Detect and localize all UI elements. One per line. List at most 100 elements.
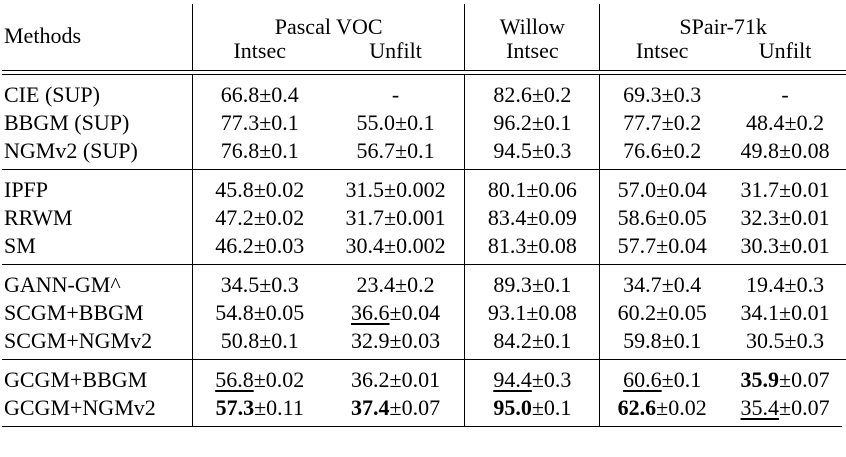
result-error: ±0.3 xyxy=(784,272,825,297)
header-row-groups: Methods Pascal VOC Willow SPair-71k xyxy=(2,4,846,46)
result-error: ±0.07 xyxy=(779,395,830,420)
table-row: CIE (SUP) 66.8±0.4-82.6±0.2 69.3±0.3- xyxy=(2,75,846,109)
result-error: ±0.2 xyxy=(784,110,825,135)
result-value: 34.5 xyxy=(220,272,260,297)
group-header-pascal-voc: Pascal VOC xyxy=(191,4,465,40)
result-cell: 96.2±0.1 xyxy=(464,109,600,137)
group-header-willow: Willow xyxy=(464,4,600,40)
result-cell: 32.3±0.01 xyxy=(724,204,846,232)
result-value: 32.9 xyxy=(351,328,390,353)
result-value: 31.7 xyxy=(345,205,385,230)
result-error: ±0.06 xyxy=(526,177,577,202)
subcol-header: Unfilt xyxy=(369,38,422,63)
result-error: ±0.2 xyxy=(395,272,435,297)
result-cell: 54.8±0.05 xyxy=(191,299,327,327)
table-row: GANN-GM^ 34.5±0.3 23.4±0.2 89.3±0.1 34.7±0.4… xyxy=(2,265,846,299)
result-cell: 84.2±0.1 xyxy=(464,327,600,360)
result-value: 32.3 xyxy=(740,205,780,230)
result-value: 76.6 xyxy=(623,138,662,163)
result-error: ±0.02 xyxy=(253,367,305,392)
result-value: 48.4 xyxy=(746,110,785,135)
result-value: 35.4 xyxy=(740,395,780,420)
result-error: ±0.02 xyxy=(253,177,305,202)
result-error: ±0.01 xyxy=(389,367,441,392)
result-value: 57.3 xyxy=(215,395,255,420)
result-cell: 80.1±0.06 xyxy=(464,170,600,204)
result-error: ±0.08 xyxy=(526,233,577,258)
result-error: ±0.03 xyxy=(389,328,441,353)
result-cell: 66.8±0.4 xyxy=(191,75,327,109)
result-cell: 19.4±0.3 xyxy=(724,265,846,299)
result-value: 83.4 xyxy=(487,205,527,230)
result-error: ±0.1 xyxy=(531,110,572,135)
result-value: 60.2 xyxy=(617,300,657,325)
result-value: - xyxy=(781,82,789,107)
method-name: CIE (SUP) xyxy=(4,82,100,107)
result-value: 93.1 xyxy=(487,300,527,325)
result-value: 50.8 xyxy=(220,328,260,353)
result-error: ±0.1 xyxy=(259,328,299,353)
result-error: ±0.1 xyxy=(531,328,572,353)
result-value: 30.3 xyxy=(740,233,780,258)
result-value: 94.4 xyxy=(493,367,532,392)
result-value: 36.2 xyxy=(351,367,390,392)
result-cell: 47.2±0.02 xyxy=(191,204,327,232)
result-cell: 82.6±0.2 xyxy=(464,75,600,109)
result-value: 54.8 xyxy=(215,300,254,325)
result-value: 82.6 xyxy=(493,82,532,107)
result-value: 94.5 xyxy=(493,138,532,163)
result-cell: 56.7±0.1 xyxy=(327,137,465,170)
method-name: GCGM+BBGM xyxy=(4,367,148,392)
result-error: ±0.04 xyxy=(656,177,707,202)
result-error: ±0.05 xyxy=(253,300,305,325)
result-value: 66.8 xyxy=(220,82,260,107)
section-rule xyxy=(2,264,846,265)
result-value: 46.2 xyxy=(215,233,254,258)
result-error: ±0.001 xyxy=(384,205,446,230)
result-cell: 57.0±0.04 xyxy=(599,170,725,204)
header-row-subcols: Intsec Unfilt Intsec Intsec Unfilt xyxy=(2,40,846,71)
result-value: 55.0 xyxy=(356,110,396,135)
result-error: ±0.3 xyxy=(259,272,299,297)
result-cell: 30.5±0.3 xyxy=(724,327,846,360)
method-name: GCGM+NGMv2 xyxy=(4,395,156,420)
method-name: SCGM+NGMv2 xyxy=(4,328,153,353)
result-error: ±0.1 xyxy=(395,138,435,163)
result-cell: 23.4±0.2 xyxy=(327,265,465,299)
result-error: ±0.01 xyxy=(779,300,830,325)
result-value: - xyxy=(391,82,400,107)
table-row: RRWM 47.2±0.02 31.7±0.001 83.4±0.09 58.6±0.0… xyxy=(2,204,846,232)
result-value: 31.5 xyxy=(345,177,385,202)
result-cell: 37.4±0.07 xyxy=(327,394,465,426)
result-value: 56.8 xyxy=(215,367,254,392)
result-error: ±0.3 xyxy=(784,328,825,353)
result-cell: 31.7±0.001 xyxy=(327,204,465,232)
result-cell: 48.4±0.2 xyxy=(724,109,846,137)
subcol-header: Unfilt xyxy=(758,38,812,63)
result-error: ±0.02 xyxy=(253,205,305,230)
result-value: 30.5 xyxy=(746,328,785,353)
result-error: ±0.01 xyxy=(779,205,830,230)
result-error: ±0.04 xyxy=(656,233,707,258)
result-error: ±0.1 xyxy=(259,110,299,135)
result-value: 80.1 xyxy=(487,177,527,202)
result-error: ±0.1 xyxy=(531,395,572,420)
result-error: ±0.05 xyxy=(656,300,707,325)
result-cell: 76.6±0.2 xyxy=(599,137,725,170)
result-value: 81.3 xyxy=(487,233,527,258)
result-cell: 76.8±0.1 xyxy=(191,137,327,170)
table-row: SCGM+BBGM 54.8±0.05 36.6±0.04 93.1±0.08 60.2… xyxy=(2,299,846,327)
result-error: ±0.01 xyxy=(779,177,830,202)
result-cell: 50.8±0.1 xyxy=(191,327,327,360)
result-value: 23.4 xyxy=(356,272,396,297)
result-cell: 57.7±0.04 xyxy=(599,232,725,265)
result-cell: 94.4±0.3 xyxy=(464,360,600,394)
result-cell: - xyxy=(724,75,846,109)
result-error: ±0.07 xyxy=(389,395,441,420)
result-cell: 31.5±0.002 xyxy=(327,170,465,204)
result-value: 58.6 xyxy=(617,205,657,230)
result-value: 69.3 xyxy=(623,82,662,107)
result-value: 77.3 xyxy=(220,110,260,135)
methods-header: Methods xyxy=(4,23,81,48)
result-cell: 34.1±0.01 xyxy=(724,299,846,327)
